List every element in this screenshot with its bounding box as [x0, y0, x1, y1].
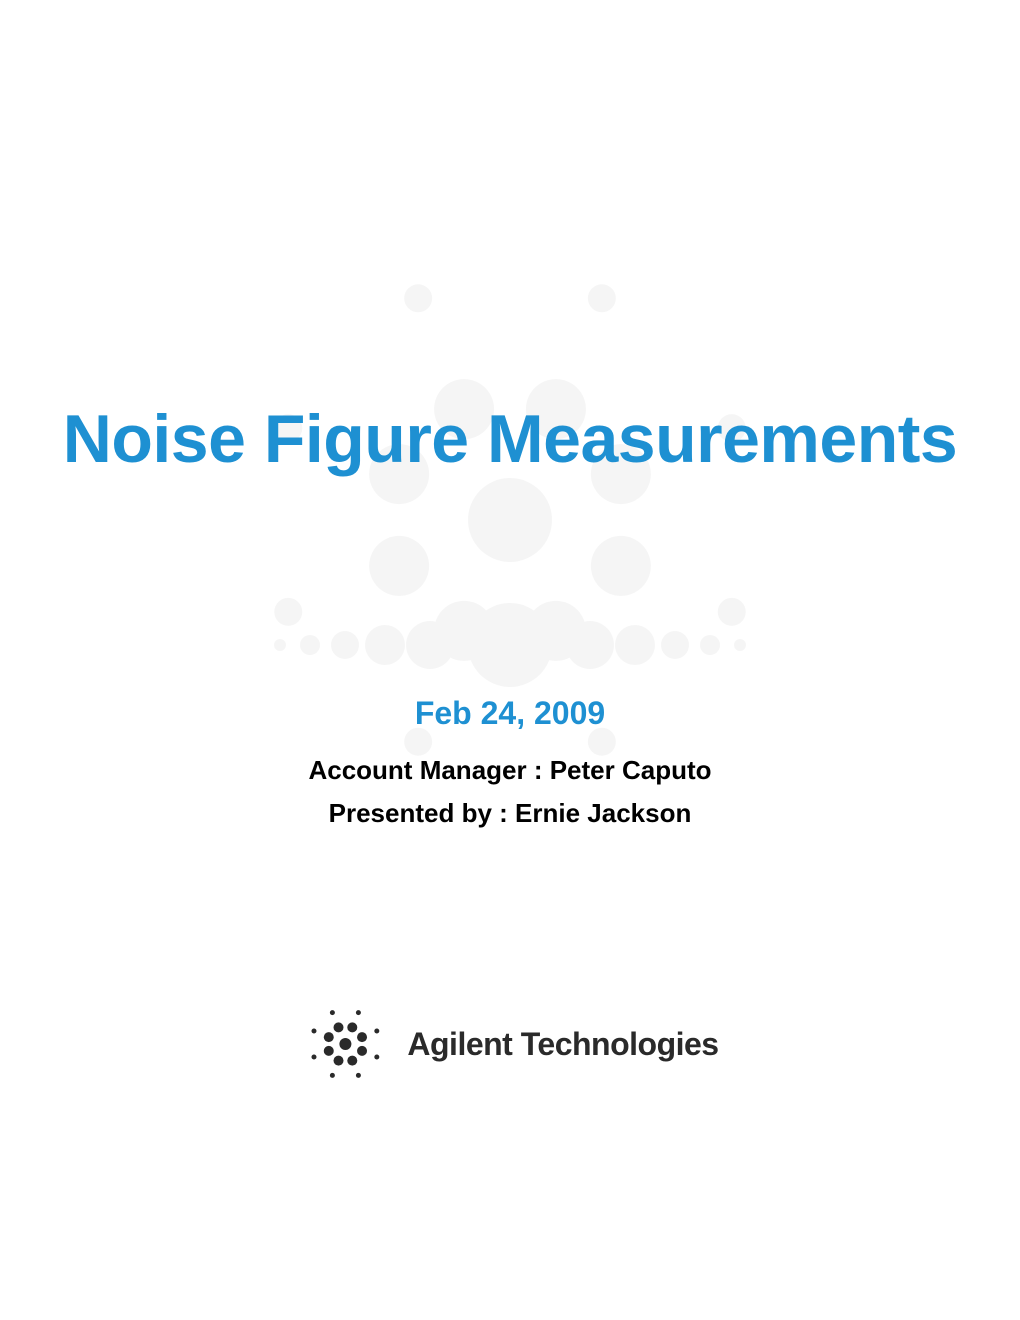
company-logo-text: Agilent Technologies — [407, 1026, 718, 1063]
agilent-spark-icon — [301, 1000, 389, 1088]
slide-date: Feb 24, 2009 — [0, 695, 1020, 732]
account-manager-line: Account Manager : Peter Caputo — [0, 755, 1020, 786]
slide-title: Noise Figure Measurements — [0, 400, 1020, 478]
company-logo: Agilent Technologies — [301, 1000, 718, 1088]
presented-by-line: Presented by : Ernie Jackson — [0, 798, 1020, 829]
